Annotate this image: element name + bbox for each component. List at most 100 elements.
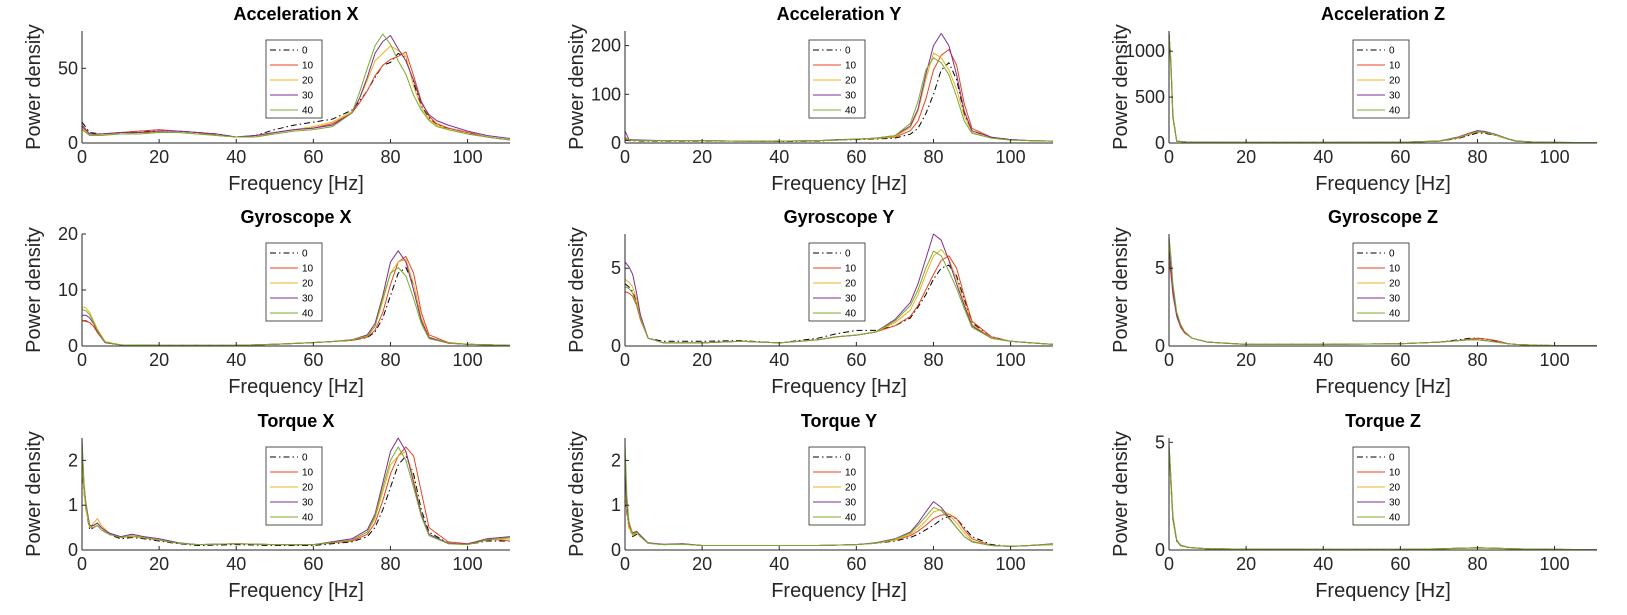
legend-label: 20 [1389, 483, 1401, 494]
y-tick-label: 0 [611, 133, 621, 153]
y-tick-label: 0 [1155, 540, 1165, 560]
x-tick-label: 80 [923, 350, 943, 370]
x-tick-label: 0 [1164, 350, 1174, 370]
legend-box [265, 39, 323, 119]
legend-box [265, 446, 323, 526]
legend: 0 10 20 30 40 [1352, 446, 1410, 526]
legend-label: 20 [302, 483, 314, 494]
legend-label: 10 [845, 264, 857, 275]
y-tick-label: 0 [611, 540, 621, 560]
x-tick-label: 60 [303, 350, 323, 370]
legend-label: 40 [1389, 513, 1401, 524]
x-tick-label: 60 [846, 554, 866, 574]
legend-label: 30 [845, 91, 857, 102]
y-tick-label: 0 [611, 336, 621, 356]
x-axis-label: Frequency [Hz] [228, 376, 364, 398]
x-tick-label: 40 [226, 554, 246, 574]
series-line-10 [81, 255, 511, 346]
legend-label: 10 [845, 61, 857, 72]
legend-label: 0 [845, 453, 851, 464]
legend-box [1352, 39, 1410, 119]
x-tick-label: 100 [1540, 350, 1570, 370]
series-line-40 [1168, 31, 1598, 144]
series-line-40 [81, 33, 511, 141]
legend-label: 10 [302, 468, 314, 479]
chart-title: Torque X [258, 411, 335, 431]
x-tick-label: 20 [149, 350, 169, 370]
legend-box [1352, 242, 1410, 322]
y-tick-label: 0 [1155, 336, 1165, 356]
series-line-40 [624, 250, 1054, 345]
y-tick-label: 1 [68, 495, 78, 515]
legend-label: 30 [845, 294, 857, 305]
legend: 0 10 20 30 40 [808, 446, 866, 526]
legend-label: 10 [302, 264, 314, 275]
legend: 0 10 20 30 40 [265, 446, 323, 526]
x-tick-label: 40 [769, 147, 789, 167]
legend-label: 0 [302, 46, 308, 57]
x-tick-label: 0 [620, 350, 630, 370]
legend-label: 40 [845, 513, 857, 524]
legend-label: 40 [845, 309, 857, 320]
x-tick-label: 60 [846, 147, 866, 167]
series-line-40 [81, 437, 511, 546]
y-tick-label: 1 [611, 495, 621, 515]
legend-label: 40 [1389, 106, 1401, 117]
legend-label: 10 [1389, 468, 1401, 479]
y-tick-label: 200 [591, 36, 621, 56]
y-tick-label: 100 [591, 84, 621, 104]
legend-box [265, 242, 323, 322]
x-axis-label: Frequency [Hz] [771, 580, 907, 602]
x-tick-label: 20 [692, 147, 712, 167]
x-tick-label: 40 [769, 350, 789, 370]
legend-label: 30 [302, 498, 314, 509]
legend-label: 0 [845, 249, 851, 260]
x-tick-label: 80 [380, 350, 400, 370]
legend-box [1352, 446, 1410, 526]
x-tick-label: 80 [1467, 350, 1487, 370]
x-axis-label: Frequency [Hz] [771, 173, 907, 195]
y-axis-label: Power density [1110, 227, 1132, 353]
legend: 0 10 20 30 40 [265, 39, 323, 119]
legend-label: 20 [1389, 76, 1401, 87]
y-tick-label: 0 [68, 336, 78, 356]
x-tick-label: 0 [1164, 147, 1174, 167]
x-tick-label: 20 [1236, 554, 1256, 574]
legend-box [808, 39, 866, 119]
y-tick-label: 0 [1155, 133, 1165, 153]
legend: 0 10 20 30 40 [1352, 242, 1410, 322]
x-axis-label: Frequency [Hz] [1315, 580, 1451, 602]
x-tick-label: 0 [77, 147, 87, 167]
legend-label: 0 [302, 249, 308, 260]
x-tick-label: 100 [1540, 554, 1570, 574]
x-tick-label: 100 [453, 554, 483, 574]
chart-title: Acceleration X [233, 4, 358, 24]
chart-title: Gyroscope Y [784, 207, 895, 227]
legend-label: 0 [1389, 249, 1395, 260]
legend-label: 20 [845, 483, 857, 494]
legend: 0 10 20 30 40 [808, 242, 866, 322]
legend-label: 40 [302, 106, 314, 117]
y-tick-label: 50 [58, 58, 78, 78]
x-tick-label: 0 [620, 147, 630, 167]
legend-label: 40 [302, 513, 314, 524]
legend-label: 30 [302, 91, 314, 102]
legend-label: 0 [302, 453, 308, 464]
x-tick-label: 80 [923, 147, 943, 167]
x-tick-label: 20 [692, 554, 712, 574]
y-tick-label: 2 [611, 450, 621, 470]
legend-box [808, 446, 866, 526]
x-tick-label: 60 [1390, 350, 1410, 370]
x-tick-label: 100 [453, 350, 483, 370]
y-axis-label: Power density [1110, 24, 1132, 150]
y-tick-label: 2 [68, 450, 78, 470]
y-tick-label: 0 [68, 540, 78, 560]
legend: 0 10 20 30 40 [808, 39, 866, 119]
x-tick-label: 60 [1390, 147, 1410, 167]
